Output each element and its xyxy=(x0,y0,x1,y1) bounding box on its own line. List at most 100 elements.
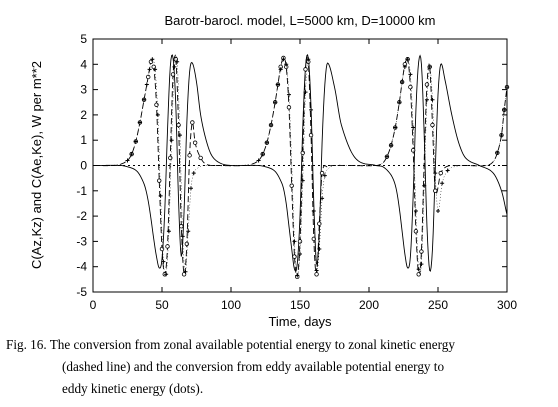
y-tick-label: 5 xyxy=(80,32,87,46)
series-dashed-point xyxy=(184,241,190,247)
series-dashed-point xyxy=(157,178,162,183)
series-dot-marker xyxy=(322,173,327,178)
series-dashed-line xyxy=(93,54,508,278)
series-dot-marker xyxy=(260,152,265,157)
caption-line-2: (dashed line) and the conversion from ed… xyxy=(62,359,445,374)
y-tick-label: 2 xyxy=(80,108,87,122)
series-dashed-point xyxy=(192,140,198,145)
series-dot-marker xyxy=(397,100,402,105)
series-dot-marker xyxy=(405,57,410,62)
y-tick-label: -1 xyxy=(76,184,87,198)
series-dot-marker xyxy=(320,196,325,201)
series-dot-marker xyxy=(413,209,418,214)
series-dashed-point xyxy=(190,120,195,125)
series-dot-marker xyxy=(142,97,147,102)
series-dashed-point xyxy=(317,221,322,226)
y-tick-label: -5 xyxy=(76,285,87,299)
series-dot-marker xyxy=(445,168,450,173)
series-dot-marker xyxy=(175,59,180,64)
series-dot-marker xyxy=(309,107,314,112)
series-dot-marker xyxy=(278,67,283,72)
series-dot-marker xyxy=(153,67,158,72)
series-dot-marker xyxy=(384,154,389,159)
series-dot-marker xyxy=(495,150,500,155)
series-dot-marker xyxy=(427,64,432,69)
x-tick-label: 50 xyxy=(155,298,169,312)
x-axis: 0 50 100 150 200 250 300 xyxy=(90,39,517,312)
y-tick-label: -4 xyxy=(76,260,87,274)
series-dashed-point xyxy=(311,236,316,242)
caption-line-3: eddy kinetic energy (dots). xyxy=(62,381,204,396)
series-dot-marker xyxy=(303,90,308,95)
x-tick-label: 100 xyxy=(221,298,241,312)
series-dot-marker xyxy=(422,183,427,188)
series-dot-marker xyxy=(424,97,429,102)
series-dot-marker xyxy=(306,57,311,62)
series-dashed-point xyxy=(168,155,173,161)
series-dashed-point xyxy=(170,72,176,77)
series-dashed-point xyxy=(413,229,419,234)
series-dot-marker xyxy=(269,123,274,128)
plot-series xyxy=(93,54,510,280)
y-tick-label: 4 xyxy=(80,57,87,71)
y-tick-label: 1 xyxy=(80,133,87,147)
x-tick-label: 150 xyxy=(290,298,310,312)
caption-line-1: Fig. 16. The conversion from zonal avail… xyxy=(6,337,455,352)
series-dashed-point xyxy=(408,84,413,90)
series-dashed-point xyxy=(289,183,294,188)
series-dot-marker xyxy=(144,82,149,87)
series-dot-marker xyxy=(389,143,394,148)
series-dot-marker xyxy=(166,229,171,234)
x-axis-label: Time, days xyxy=(268,314,332,329)
y-tick-label: 3 xyxy=(80,83,87,97)
series-dot-marker xyxy=(273,100,278,105)
series-dashed-point xyxy=(145,74,151,80)
series-dashed-point xyxy=(438,170,443,176)
series-dot-marker xyxy=(169,138,174,143)
series-dot-marker xyxy=(161,259,166,264)
series-dot-marker xyxy=(411,125,416,130)
series-dot-marker xyxy=(125,158,130,163)
x-tick-label: 250 xyxy=(428,298,448,312)
series-dot-marker xyxy=(155,112,160,117)
series-dot-marker xyxy=(286,92,291,97)
series-dashed-point xyxy=(303,67,308,72)
y-tick-label: 0 xyxy=(80,159,87,173)
y-axis-label: C(Az,Kz) and C(Ae,Ke), W per m**2 xyxy=(29,61,44,269)
plot-frame xyxy=(92,38,508,293)
series-dashed-point xyxy=(424,82,430,87)
series-dot-marker xyxy=(172,64,177,69)
series-dot-marker xyxy=(281,57,286,62)
series-dashed-point xyxy=(410,148,416,153)
series-dashed-point xyxy=(416,272,421,277)
series-dot-marker xyxy=(433,171,438,176)
series-dot-marker xyxy=(191,171,196,176)
series-dot-marker xyxy=(430,97,435,102)
series-dot-marker xyxy=(314,268,319,273)
series-dashed-point xyxy=(198,155,203,161)
series-dot-marker xyxy=(400,80,405,85)
series-dashed-point xyxy=(319,170,325,176)
series-dashed-point xyxy=(300,150,305,156)
series-dashed-point xyxy=(297,239,303,244)
series-dot-marker xyxy=(408,72,413,77)
series-dot-marker xyxy=(284,62,289,67)
y-tick-label: -3 xyxy=(76,234,87,248)
series-dot-marker xyxy=(183,269,188,274)
series-solid-line xyxy=(93,54,508,272)
series-dot-marker xyxy=(164,272,169,277)
series-dot-marker xyxy=(275,82,280,87)
series-dot-marker xyxy=(393,125,398,130)
series-dot-marker xyxy=(292,239,297,244)
series-dot-marker xyxy=(177,133,182,138)
chart-title: Barotr-barocl. model, L=5000 km, D=10000… xyxy=(165,13,436,28)
x-tick-label: 200 xyxy=(359,298,379,312)
series-dashed-point xyxy=(314,272,319,277)
series-dashed-point xyxy=(433,188,438,193)
series-dashed-point xyxy=(419,249,424,254)
series-dot-marker xyxy=(188,186,193,191)
series-dot-marker xyxy=(502,107,507,112)
series-dashed-point xyxy=(308,132,314,138)
series-dot-marker xyxy=(295,273,300,278)
series-dot-marker xyxy=(158,193,163,198)
